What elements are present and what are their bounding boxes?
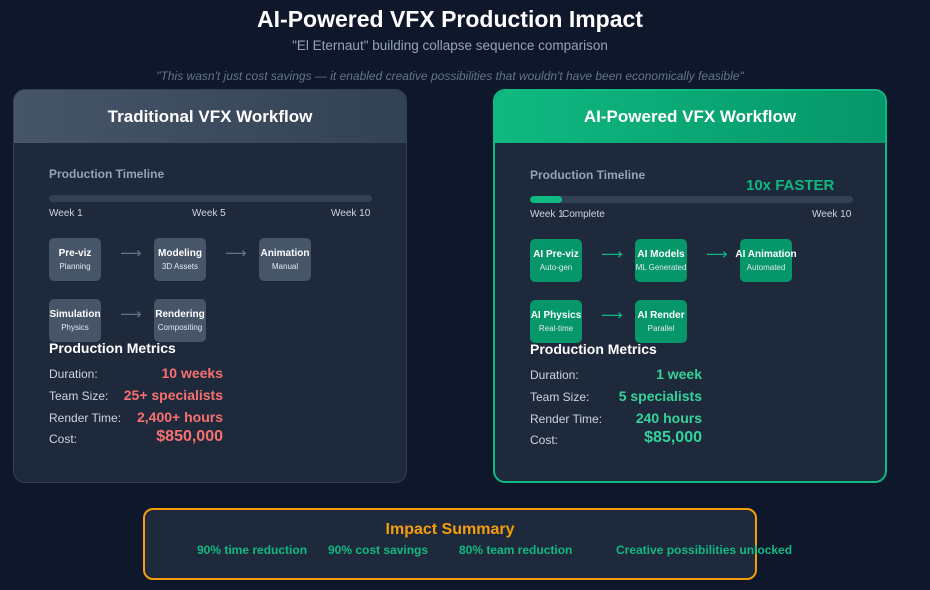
traditional-metrics-title: Production Metrics xyxy=(49,340,176,356)
ai-timeline-bar xyxy=(530,196,853,203)
ai-step-render: AI Render Parallel xyxy=(635,300,687,343)
step-name: AI Physics xyxy=(530,309,582,321)
metric-label: Cost: xyxy=(530,433,559,447)
metric-label: Duration: xyxy=(530,368,579,382)
traditional-step-rendering: Rendering Compositing xyxy=(154,299,206,342)
traditional-timeline-bar xyxy=(49,195,372,202)
step-sub: Manual xyxy=(271,262,299,272)
step-name: AI Models xyxy=(637,248,685,260)
metric-label: Duration: xyxy=(49,367,98,381)
arrow-right-icon: ⟶ xyxy=(601,246,623,263)
step-name: AI Render xyxy=(637,309,685,321)
impact-item: 80% team reduction xyxy=(459,543,573,557)
arrow-right-icon: ⟶ xyxy=(601,307,623,324)
metric-value: 1 week xyxy=(656,366,702,382)
step-sub: Physics xyxy=(61,323,89,333)
step-sub: Automated xyxy=(746,263,786,273)
ai-tick-complete: Complete xyxy=(562,209,605,220)
ai-tick-end: Week 10 xyxy=(812,209,852,220)
metric-label: Team Size: xyxy=(49,389,109,403)
metric-label: Render Time: xyxy=(49,411,122,425)
ai-step-animation: AI Animation Automated xyxy=(735,239,797,282)
metric-value: $850,000 xyxy=(156,428,223,445)
arrow-right-icon: ⟶ xyxy=(120,306,142,323)
impact-item: 90% time reduction xyxy=(197,543,308,557)
impact-summary-title: Impact Summary xyxy=(385,521,515,538)
metric-value: 240 hours xyxy=(635,410,702,426)
step-name: Modeling xyxy=(158,247,202,259)
step-sub: Real-time xyxy=(538,324,574,334)
metric-label: Render Time: xyxy=(530,412,603,426)
impact-summary: Impact Summary 90% time reduction 90% co… xyxy=(143,508,792,580)
ai-panel-title: AI-Powered VFX Workflow xyxy=(495,91,885,143)
page-title: AI-Powered VFX Production Impact xyxy=(257,6,643,32)
traditional-tick-end: Week 10 xyxy=(331,208,371,219)
step-sub: Planning xyxy=(59,262,91,272)
arrow-right-icon: ⟶ xyxy=(120,245,142,262)
traditional-step-previz: Pre-viz Planning xyxy=(49,238,101,281)
metric-value: 5 specialists xyxy=(618,388,702,404)
traditional-step-modeling: Modeling 3D Assets xyxy=(154,238,206,281)
traditional-tick-start: Week 1 xyxy=(49,208,83,219)
traditional-tick-mid: Week 5 xyxy=(192,208,226,219)
traditional-panel-title: Traditional VFX Workflow xyxy=(14,90,406,143)
step-sub: ML Generated xyxy=(635,263,687,273)
impact-item: Creative possibilities unlocked xyxy=(616,543,793,557)
ai-step-previz: AI Pre-viz Auto-gen xyxy=(530,239,582,282)
ai-step-physics: AI Physics Real-time xyxy=(530,300,582,343)
metric-label: Team Size: xyxy=(530,390,590,404)
traditional-step-simulation: Simulation Physics xyxy=(49,299,101,342)
step-name: Pre-viz xyxy=(58,247,92,259)
step-sub: Parallel xyxy=(647,324,675,334)
metric-value: $85,000 xyxy=(644,429,702,446)
metric-label: Cost: xyxy=(49,432,78,446)
speed-badge: 10x FASTER xyxy=(746,177,835,194)
ai-timeline-fill xyxy=(530,196,563,203)
step-name: Animation xyxy=(260,247,310,259)
page-subtitle: "El Eternaut" building collapse sequence… xyxy=(292,38,608,53)
traditional-timeline-label: Production Timeline xyxy=(49,167,165,181)
ai-timeline-label: Production Timeline xyxy=(530,168,646,182)
arrow-right-icon: ⟶ xyxy=(706,246,728,263)
ai-tick-start: Week 1 xyxy=(530,209,564,220)
step-sub: 3D Assets xyxy=(161,262,198,272)
traditional-step-animation: Animation Manual xyxy=(259,238,311,281)
metric-value: 10 weeks xyxy=(161,365,224,381)
arrow-right-icon: ⟶ xyxy=(225,245,247,262)
ai-step-models: AI Models ML Generated xyxy=(635,239,687,282)
quote: "This wasn't just cost savings — it enab… xyxy=(156,69,744,83)
impact-item: 90% cost savings xyxy=(328,543,429,557)
ai-metrics-title: Production Metrics xyxy=(530,341,657,357)
metric-value: 2,400+ hours xyxy=(137,409,223,425)
step-name: Rendering xyxy=(155,308,205,320)
step-name: AI Pre-viz xyxy=(533,248,579,260)
step-name: Simulation xyxy=(49,308,101,320)
traditional-workflow-panel: Traditional VFX Workflow Production Time… xyxy=(13,89,407,483)
step-name: AI Animation xyxy=(735,248,797,260)
step-sub: Compositing xyxy=(157,323,203,333)
ai-workflow-panel: AI-Powered VFX Workflow Production Timel… xyxy=(493,89,887,483)
metric-value: 25+ specialists xyxy=(123,387,223,403)
step-sub: Auto-gen xyxy=(539,263,573,273)
